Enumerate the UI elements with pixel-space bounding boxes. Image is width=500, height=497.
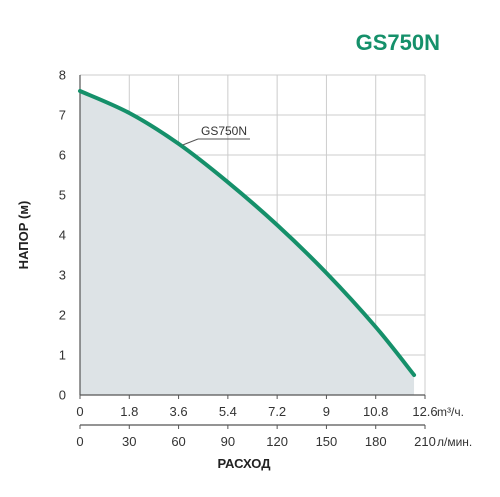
x2-tick-label: 0	[76, 434, 83, 449]
series-name-label: GS750N	[201, 124, 247, 138]
area-fill	[80, 91, 415, 395]
y-tick-label: 7	[59, 108, 66, 123]
x-tick-label: 3.6	[170, 404, 188, 419]
y-tick-label: 2	[59, 308, 66, 323]
y-axis-label: НАПОР (м)	[16, 201, 31, 270]
y-tick-label: 1	[59, 348, 66, 363]
y-tick-label: 3	[59, 268, 66, 283]
y-tick-label: 6	[59, 148, 66, 163]
chart-title: GS750N	[356, 30, 440, 55]
x2-tick-label: 30	[122, 434, 136, 449]
x2-tick-label: 210	[414, 434, 436, 449]
series-annotation: GS750N	[182, 124, 250, 146]
x-tick-label: 0	[76, 404, 83, 419]
x-unit-label-primary: m³/ч.	[437, 405, 464, 419]
axes	[79, 75, 426, 429]
x-tick-label: 10.8	[363, 404, 388, 419]
y-tick-label: 4	[59, 228, 66, 243]
series-line	[78, 89, 417, 377]
x2-tick-label: 180	[365, 434, 387, 449]
y-tick-label: 0	[59, 388, 66, 403]
x-tick-labels-primary: 0 1.8 3.6 5.4 7.2 9 10.8 12.6 m³/ч.	[76, 404, 464, 419]
y-tick-labels: 0 1 2 3 4 5 6 7 8	[59, 68, 66, 403]
x2-tick-label: 60	[171, 434, 185, 449]
x-axis-label: РАСХОД	[217, 456, 271, 471]
x-unit-label-secondary: л/мин.	[437, 435, 472, 449]
x-tick-label: 9	[323, 404, 330, 419]
y-tick-label: 8	[59, 68, 66, 83]
x-tick-labels-secondary: 0 30 60 90 120 150 180 210 л/мин.	[76, 434, 472, 449]
x-tick-label: 7.2	[268, 404, 286, 419]
x-tick-label: 1.8	[120, 404, 138, 419]
series-curve	[78, 89, 417, 377]
x2-tick-label: 150	[316, 434, 338, 449]
x-tick-label: 12.6	[412, 404, 437, 419]
y-tick-label: 5	[59, 188, 66, 203]
area-fill-shape	[80, 91, 415, 395]
annotation-leader-line	[182, 138, 199, 146]
x-tick-label: 5.4	[219, 404, 237, 419]
x2-tick-label: 120	[266, 434, 288, 449]
x2-tick-label: 90	[221, 434, 235, 449]
